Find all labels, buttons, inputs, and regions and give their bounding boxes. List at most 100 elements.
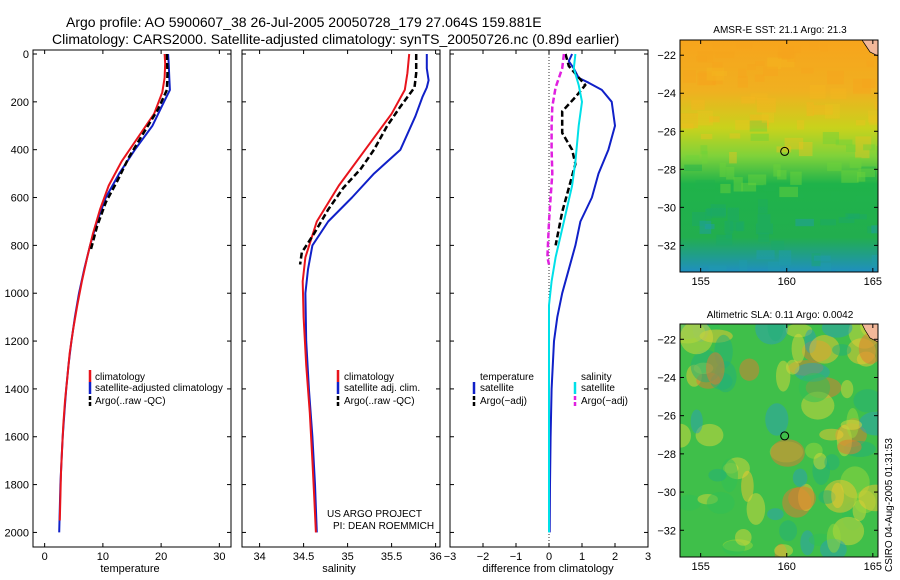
sst-texture-patch bbox=[848, 214, 867, 220]
series-line-salinity-satellite bbox=[548, 53, 583, 533]
sst-texture-patch bbox=[741, 96, 756, 104]
sst-coastline bbox=[861, 40, 878, 57]
x-tick-label: 10 bbox=[97, 551, 109, 563]
sst-texture-patch bbox=[711, 71, 728, 76]
sst-texture-patch bbox=[835, 270, 849, 272]
sst-texture-patch bbox=[726, 211, 745, 223]
depth-tick-label: 600 bbox=[11, 193, 29, 205]
sla-field-texture bbox=[680, 324, 878, 557]
depth-tick-label: 1200 bbox=[5, 336, 29, 348]
map-y-tick-label: −32 bbox=[657, 240, 676, 252]
sst-texture-patch bbox=[861, 166, 876, 180]
sst-texture-patch bbox=[695, 179, 715, 189]
sst-texture-patch bbox=[776, 146, 792, 153]
sst-texture-patch bbox=[700, 133, 713, 140]
sla-texture-patch bbox=[840, 419, 863, 430]
sst-texture-patch bbox=[849, 157, 862, 168]
sst-texture-patch bbox=[838, 217, 855, 224]
sla-texture-patch bbox=[779, 520, 798, 542]
depth-tick-label: 0 bbox=[23, 49, 29, 61]
sst-texture-patch bbox=[796, 120, 805, 130]
sst-heatmap bbox=[680, 40, 878, 272]
sla-map-title: Altimetric SLA: 0.11 Argo: 0.0042 bbox=[707, 310, 854, 321]
figure-title-line2: Climatology: CARS2000. Satellite-adjuste… bbox=[52, 31, 619, 47]
sst-texture-patch bbox=[769, 211, 789, 224]
sst-texture-patch bbox=[846, 144, 856, 152]
sst-texture-patch bbox=[855, 149, 870, 159]
temperature-panel-plot: 0 200 400 600 800 1000 1200 1400 1600 1800 2000 0 10… bbox=[5, 49, 231, 563]
sla-texture-patch bbox=[706, 491, 735, 514]
sst-texture-patch bbox=[699, 220, 712, 234]
sla-texture-patch bbox=[792, 468, 808, 487]
salinity-panel-frame bbox=[241, 49, 441, 548]
sst-field bbox=[680, 40, 878, 272]
sst-texture-patch bbox=[855, 119, 866, 126]
argo-position-marker bbox=[780, 431, 790, 441]
sst-texture-patch bbox=[767, 57, 781, 69]
legend-label-climatology: climatology bbox=[344, 372, 394, 383]
sla-texture-patch bbox=[798, 372, 831, 403]
map-x-tick-label: 160 bbox=[778, 561, 796, 573]
sst-texture-patch bbox=[795, 218, 814, 227]
sst-texture-patch bbox=[709, 116, 720, 123]
x-tick-label: 20 bbox=[155, 551, 167, 563]
sst-texture-patch bbox=[729, 152, 737, 164]
sst-texture-patch bbox=[701, 150, 708, 164]
sla-texture-patch bbox=[741, 470, 754, 502]
sst-texture-patch bbox=[750, 133, 769, 141]
series-line-climatology bbox=[301, 53, 411, 533]
legend-label-sal-argo: Argo(−adj) bbox=[581, 396, 628, 407]
sst-texture-patch bbox=[748, 174, 767, 186]
sla-texture-patch bbox=[832, 344, 852, 356]
map-x-tick-label: 160 bbox=[778, 276, 796, 288]
sst-texture-patch bbox=[708, 265, 727, 272]
sst-texture-patch bbox=[809, 85, 826, 99]
sst-texture-patch bbox=[820, 263, 832, 272]
sst-texture-patch bbox=[871, 255, 878, 267]
figure-title-line1: Argo profile: AO 5900607_38 26-Jul-2005 … bbox=[66, 14, 542, 30]
sst-texture-patch bbox=[714, 196, 732, 205]
salinity-xlabel: salinity bbox=[322, 563, 356, 575]
csiro-timestamp: CSIRO 04-Aug-2005 01:31:53 bbox=[884, 438, 895, 572]
sla-map-frame bbox=[679, 323, 879, 558]
sst-texture-patch bbox=[835, 139, 853, 146]
sla-texture-patch bbox=[813, 452, 827, 470]
sst-texture-patch bbox=[724, 221, 734, 234]
sst-texture-patch bbox=[705, 209, 712, 220]
sst-texture-patch bbox=[757, 199, 768, 214]
sst-texture-patch bbox=[697, 110, 713, 126]
depth-tick-label: 1400 bbox=[5, 384, 29, 396]
sla-texture-patch bbox=[788, 486, 816, 511]
legend-label-argo: Argo(..raw -QC) bbox=[95, 396, 166, 407]
sst-texture-patch bbox=[841, 170, 859, 183]
sst-texture-patch bbox=[681, 123, 694, 130]
legend-label-temp-argo: Argo(−adj) bbox=[480, 396, 527, 407]
series-line-satellite-adj-clim- bbox=[304, 54, 430, 533]
legend-title-salinity: salinity bbox=[581, 372, 612, 383]
depth-tick-label: 400 bbox=[11, 145, 29, 157]
sla-texture-patch bbox=[708, 468, 727, 482]
sla-texture-patch bbox=[785, 324, 813, 338]
legend-label-temp-satellite: satellite bbox=[480, 383, 514, 394]
sst-texture-patch bbox=[755, 223, 773, 235]
sst-texture-patch bbox=[855, 136, 872, 150]
sla-texture-patch bbox=[826, 523, 841, 553]
project-annotation-line1: US ARGO PROJECT bbox=[327, 509, 422, 520]
legend-label-climatology: climatology bbox=[95, 372, 145, 383]
sla-texture-patch bbox=[767, 508, 784, 521]
sla-texture-patch bbox=[858, 484, 878, 512]
sst-texture-patch bbox=[781, 48, 791, 60]
sst-texture-patch bbox=[853, 78, 871, 94]
sst-texture-patch bbox=[736, 221, 744, 232]
map-y-tick-label: −24 bbox=[657, 88, 676, 100]
series-line-temperature-satellite bbox=[548, 53, 616, 533]
legend-label-satellite: satellite-adjusted climatology bbox=[95, 383, 223, 394]
sst-texture-patch bbox=[869, 115, 878, 125]
sst-texture-patch bbox=[857, 171, 866, 182]
map-y-tick-label: −26 bbox=[657, 126, 676, 138]
sst-texture-patch bbox=[778, 250, 792, 265]
sst-texture-patch bbox=[749, 114, 769, 126]
sst-texture-patch bbox=[747, 64, 756, 70]
temperature-panel-frame bbox=[32, 49, 232, 548]
